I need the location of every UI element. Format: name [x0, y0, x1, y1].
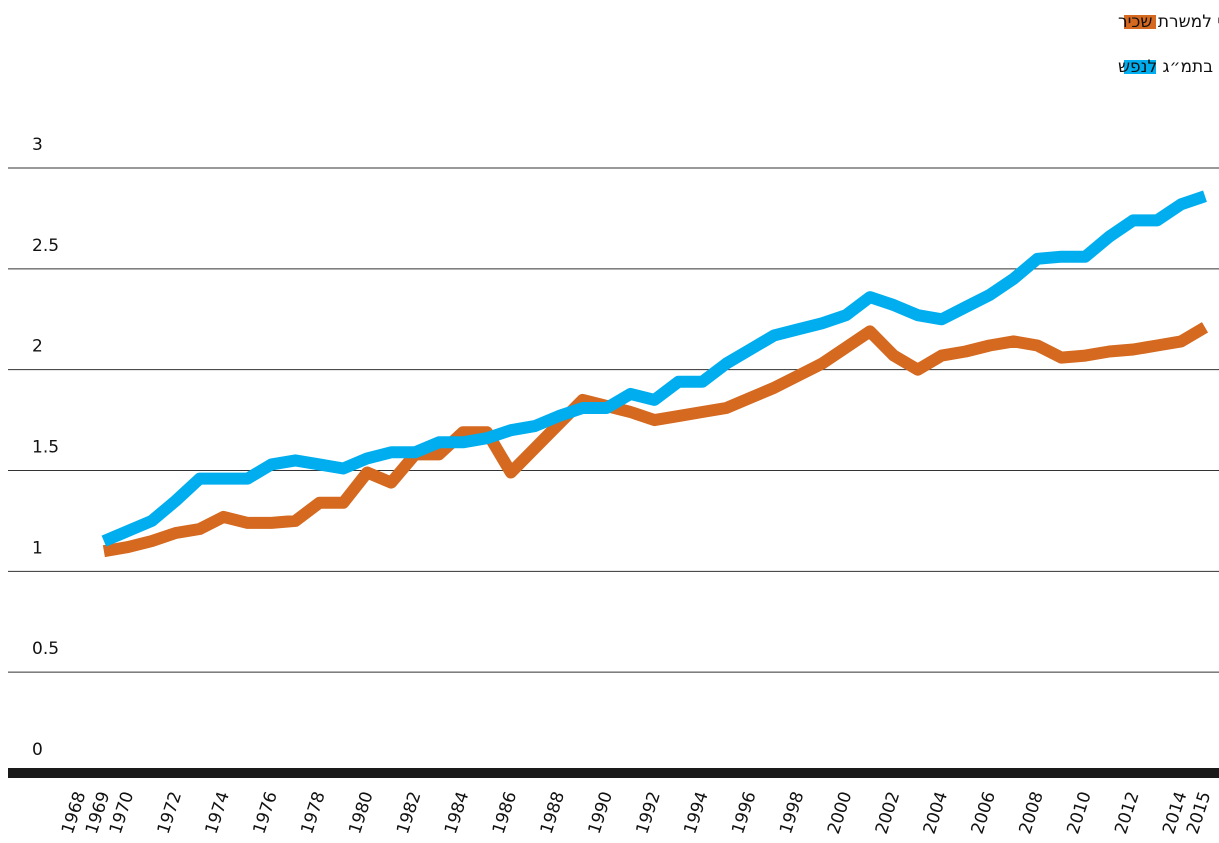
x-tick-label: 1990 — [585, 789, 617, 836]
series-line — [102, 322, 1209, 558]
y-tick-label: 1 — [32, 538, 43, 558]
y-tick-label: 2 — [32, 337, 43, 357]
x-tick-label: 1972 — [154, 789, 186, 836]
x-tick-label: 1994 — [680, 789, 712, 836]
x-tick-label: 1984 — [441, 789, 473, 836]
y-tick-label: 0 — [32, 740, 43, 760]
legend-label: השינוי בשכר הריאלי למשרת שכיר — [1118, 12, 1219, 32]
x-tick-label: 1992 — [632, 789, 664, 836]
legend-label: שינוי ריאלי בתמ״ג לנפש — [1118, 57, 1219, 77]
x-tick-label: 2002 — [872, 789, 904, 836]
y-tick-label: 1.5 — [32, 438, 59, 458]
x-tick-label: 2008 — [1015, 789, 1047, 836]
legend-swatch — [1124, 60, 1156, 74]
y-tick-label: 0.5 — [32, 639, 59, 659]
series-line — [101, 190, 1207, 547]
x-tick-label: 2004 — [920, 789, 952, 836]
x-tick-label: 2000 — [824, 789, 856, 836]
x-tick-label: 1980 — [345, 789, 377, 836]
y-tick-label: 2.5 — [32, 236, 59, 256]
x-tick-label: 1998 — [776, 789, 808, 836]
x-tick-label: 2012 — [1111, 789, 1143, 836]
y-tick-label: 3 — [32, 135, 43, 155]
x-tick-label: 1982 — [393, 789, 425, 836]
legend-swatch — [1124, 15, 1156, 29]
x-tick-label: 1988 — [537, 789, 569, 836]
x-tick-label: 1978 — [297, 789, 329, 836]
x-tick-label: 2010 — [1063, 789, 1095, 836]
x-tick-label: 1986 — [489, 789, 521, 836]
x-tick-label: 1996 — [728, 789, 760, 836]
x-tick-label: 1976 — [250, 789, 282, 836]
x-tick-label: 1974 — [202, 789, 234, 836]
x-tick-label: 2006 — [968, 789, 1000, 836]
